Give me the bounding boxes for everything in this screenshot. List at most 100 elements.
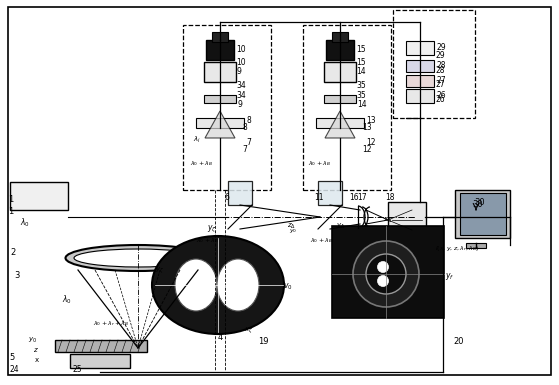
Text: $x_\zeta$: $x_\zeta$ (244, 326, 253, 336)
Text: 1: 1 (8, 207, 13, 216)
Text: $\lambda_0+\lambda_B$: $\lambda_0+\lambda_B$ (308, 159, 331, 168)
Text: 35: 35 (356, 81, 366, 90)
Text: 11: 11 (314, 193, 324, 202)
Bar (324, 95, 356, 103)
Bar (204, 62, 236, 82)
Text: $y_\zeta$: $y_\zeta$ (207, 223, 217, 234)
Text: 14: 14 (356, 67, 366, 76)
Text: 26: 26 (435, 95, 444, 104)
Text: 16: 16 (349, 193, 359, 202)
Text: 7: 7 (242, 145, 247, 154)
Bar (316, 118, 364, 128)
Bar (70, 354, 130, 368)
Bar (10, 182, 68, 210)
Bar (196, 118, 244, 128)
Text: 2: 2 (10, 248, 15, 257)
Text: $\lambda_0+\lambda_B$: $\lambda_0+\lambda_B$ (190, 159, 213, 168)
Bar (466, 243, 486, 248)
Text: 30: 30 (474, 198, 485, 207)
Text: $\lambda_0+\lambda_r+\lambda_B$: $\lambda_0+\lambda_r+\lambda_B$ (93, 319, 129, 328)
Bar (455, 190, 510, 238)
Text: 30: 30 (472, 200, 482, 209)
Text: 24: 24 (9, 365, 18, 374)
Polygon shape (325, 111, 355, 138)
Text: 27: 27 (436, 76, 446, 85)
Text: $v_0$: $v_0$ (283, 281, 293, 291)
Bar (406, 89, 434, 103)
Ellipse shape (217, 259, 259, 311)
Text: 34: 34 (236, 81, 246, 90)
Ellipse shape (175, 259, 217, 311)
Bar (406, 60, 434, 72)
Text: $z_\Delta$: $z_\Delta$ (287, 222, 296, 231)
Text: 18: 18 (385, 193, 395, 202)
Text: 35: 35 (356, 91, 366, 100)
Bar (388, 202, 426, 232)
Bar (303, 25, 391, 190)
Text: 27: 27 (435, 80, 444, 89)
Text: 29: 29 (435, 51, 444, 60)
Ellipse shape (74, 249, 202, 267)
Text: $y_0$: $y_0$ (289, 227, 297, 235)
Text: 15: 15 (356, 45, 366, 54)
Bar (332, 32, 348, 42)
Text: 26: 26 (436, 91, 446, 100)
Text: 13: 13 (366, 116, 376, 125)
Text: 5: 5 (9, 353, 14, 362)
Text: 28: 28 (435, 66, 444, 75)
Text: 8: 8 (246, 116, 251, 125)
Text: 14: 14 (357, 100, 367, 109)
Text: 28: 28 (436, 61, 446, 70)
Text: 29: 29 (436, 43, 446, 52)
Bar (212, 32, 228, 42)
Ellipse shape (366, 254, 406, 294)
Text: 19: 19 (258, 337, 268, 346)
Ellipse shape (353, 241, 419, 307)
Text: $\lambda_0$: $\lambda_0$ (20, 216, 30, 229)
Text: 4: 4 (218, 333, 223, 342)
Text: $\lambda_0+\lambda_B$: $\lambda_0+\lambda_B$ (196, 236, 219, 245)
Bar (55, 340, 147, 352)
Text: $z$: $z$ (33, 346, 39, 354)
Bar (460, 193, 506, 235)
Text: 9: 9 (236, 67, 241, 76)
Bar (204, 95, 236, 103)
Bar (324, 62, 356, 82)
Text: $x_\Delta$: $x_\Delta$ (383, 216, 392, 225)
Text: $y_f$: $y_f$ (445, 271, 454, 282)
Bar (318, 181, 342, 205)
Text: 13: 13 (362, 123, 372, 132)
Text: $\lambda_0$: $\lambda_0$ (62, 294, 72, 306)
Text: $y_0$: $y_0$ (28, 336, 37, 345)
Text: x: x (35, 357, 39, 363)
Bar (326, 40, 354, 60)
Text: 7: 7 (246, 138, 251, 147)
Text: 10: 10 (236, 45, 245, 54)
Text: $\lambda_i$: $\lambda_i$ (193, 135, 201, 145)
Bar (393, 10, 475, 118)
Text: 12: 12 (366, 138, 376, 147)
Bar (206, 40, 234, 60)
Bar (406, 41, 434, 55)
Ellipse shape (377, 276, 389, 286)
Bar (228, 181, 252, 205)
Text: 17: 17 (357, 193, 367, 202)
Text: $y_\zeta$: $y_\zeta$ (155, 266, 164, 276)
Text: 3: 3 (14, 271, 20, 280)
Ellipse shape (65, 245, 211, 271)
Text: 9: 9 (237, 100, 242, 109)
Text: $\lambda_0+\lambda_B$: $\lambda_0+\lambda_B$ (310, 236, 333, 245)
Text: $y_\Delta$: $y_\Delta$ (336, 222, 345, 231)
Ellipse shape (377, 261, 389, 273)
Text: 20: 20 (453, 337, 463, 346)
Text: 25: 25 (72, 365, 82, 374)
Ellipse shape (152, 236, 284, 334)
Text: $I(x,y,z,\lambda_r,\lambda_B)$: $I(x,y,z,\lambda_r,\lambda_B)$ (435, 244, 479, 253)
Text: 1: 1 (8, 195, 13, 204)
Text: 10: 10 (236, 58, 245, 67)
Bar (332, 226, 444, 318)
Text: 6: 6 (224, 193, 229, 202)
Polygon shape (205, 111, 235, 138)
Bar (183, 25, 271, 190)
Bar (406, 75, 434, 87)
